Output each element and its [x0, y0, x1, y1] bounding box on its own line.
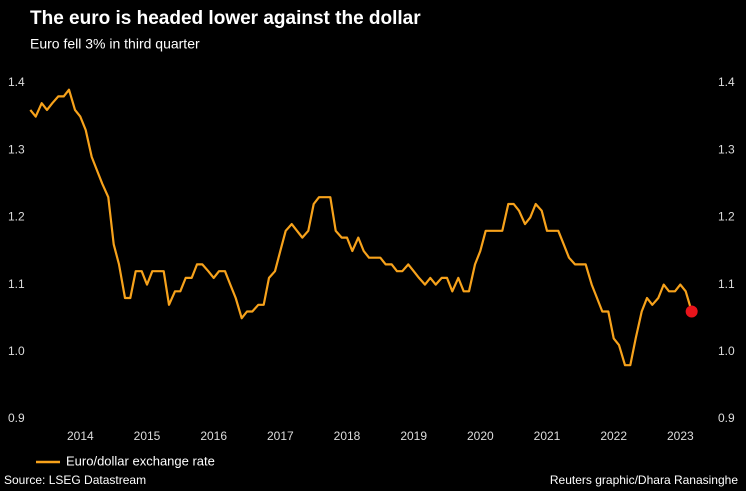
- line: [29, 88, 693, 367]
- x-tick-label: 2015: [134, 429, 161, 443]
- y2-tick-label: 1.0: [718, 344, 735, 358]
- x-tick-label: 2016: [200, 429, 227, 443]
- y-tick-label: 0.9: [8, 411, 25, 425]
- x-tick-label: 2022: [600, 429, 627, 443]
- y2-tick-label: 1.1: [718, 277, 735, 291]
- x-tick-label: 2018: [334, 429, 361, 443]
- chart-title: The euro is headed lower against the dol…: [30, 8, 421, 29]
- x-tick-label: 2017: [267, 429, 294, 443]
- x-tick-label: 2021: [534, 429, 561, 443]
- y2-tick-label: 0.9: [718, 411, 735, 425]
- x-tick-label: 2014: [67, 429, 94, 443]
- source: Source: LSEG Datastream: [4, 473, 146, 487]
- credit: Reuters graphic/Dhara Ranasinghe: [550, 473, 738, 487]
- x-tick-label: 2020: [467, 429, 494, 443]
- legend-label: Euro/dollar exchange rate: [66, 453, 215, 468]
- y-tick-label: 1.3: [8, 142, 25, 156]
- y2-tick-label: 1.3: [718, 142, 735, 156]
- y-tick-label: 1.0: [8, 344, 25, 358]
- last-point: [685, 305, 698, 318]
- x-tick-label: 2023: [667, 429, 694, 443]
- y2-tick-label: 1.4: [718, 75, 735, 89]
- y-tick-label: 1.1: [8, 277, 25, 291]
- x-tick-label: 2019: [400, 429, 427, 443]
- y-tick-label: 1.4: [8, 75, 25, 89]
- y-tick-label: 1.2: [8, 210, 25, 224]
- y2-tick-label: 1.2: [718, 210, 735, 224]
- chart-subtitle: Euro fell 3% in third quarter: [30, 36, 200, 52]
